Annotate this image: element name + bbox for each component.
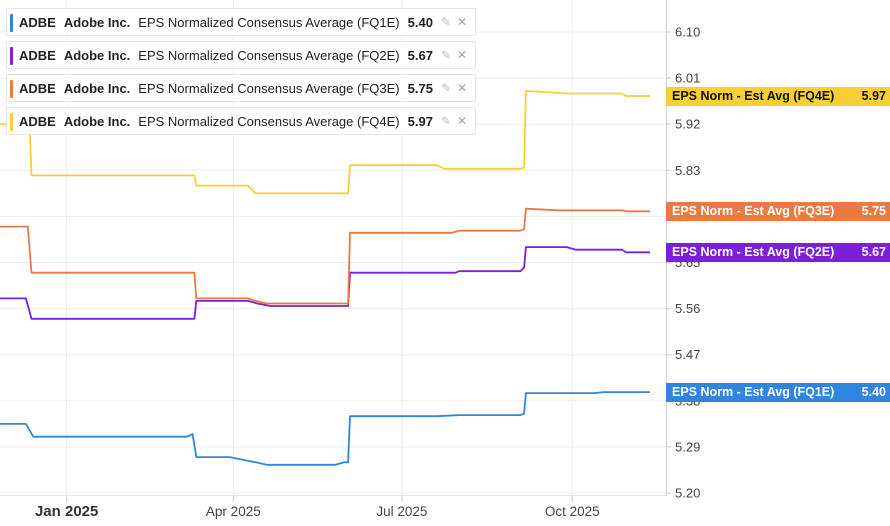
settings-icon[interactable]: ✎	[440, 114, 451, 128]
series-tag-name: EPS Norm - Est Avg (FQ2E)	[672, 244, 835, 259]
legend-ticker: ADBE	[19, 113, 56, 129]
legend-metric: EPS Normalized Consensus Average (FQ2E)	[138, 47, 400, 63]
series-color-swatch	[10, 14, 13, 32]
series-color-swatch	[10, 47, 13, 65]
x-axis-ticks: Jan 2025 Apr 2025 Jul 2025 Oct 2025	[35, 496, 600, 520]
series-tag-value: 5.75	[861, 203, 886, 218]
y-tick-label: 5.56	[675, 301, 700, 316]
settings-icon[interactable]: ✎	[440, 81, 451, 95]
x-tick-label: Oct 2025	[545, 504, 600, 519]
legend: ADBE Adobe Inc. EPS Normalized Consensus…	[6, 8, 477, 140]
legend-metric: EPS Normalized Consensus Average (FQ4E)	[138, 113, 400, 129]
series-color-swatch	[10, 80, 13, 98]
y-tick-label: 5.29	[675, 439, 700, 454]
series-tag-name: EPS Norm - Est Avg (FQ1E)	[672, 384, 835, 399]
close-icon[interactable]: ✕	[457, 48, 468, 62]
series-line	[0, 90, 650, 195]
y-tick-label: 5.47	[675, 347, 700, 362]
settings-icon[interactable]: ✎	[440, 15, 451, 29]
series-line	[0, 207, 650, 305]
legend-value: 5.75	[407, 80, 433, 96]
y-tick-label: 6.01	[675, 71, 700, 86]
legend-company: Adobe Inc.	[63, 80, 131, 96]
y-tick-label: 5.92	[675, 117, 700, 132]
legend-metric: EPS Normalized Consensus Average (FQ3E)	[138, 80, 400, 96]
legend-ticker: ADBE	[19, 80, 56, 96]
y-tick-label: 6.10	[675, 25, 700, 40]
close-icon[interactable]: ✕	[457, 81, 468, 95]
legend-item-fq4e[interactable]: ADBE Adobe Inc. EPS Normalized Consensus…	[6, 107, 477, 135]
series-line	[0, 391, 650, 466]
legend-company: Adobe Inc.	[63, 14, 131, 30]
legend-value: 5.97	[407, 113, 433, 129]
close-icon[interactable]: ✕	[457, 15, 468, 29]
legend-company: Adobe Inc.	[63, 113, 131, 129]
legend-ticker: ADBE	[19, 14, 56, 30]
legend-item-fq3e[interactable]: ADBE Adobe Inc. EPS Normalized Consensus…	[6, 74, 477, 102]
series-value-tag: EPS Norm - Est Avg (FQ3E) 5.75	[666, 201, 890, 221]
series-tag-value: 5.40	[861, 384, 886, 399]
legend-value: 5.40	[407, 14, 433, 30]
series-layer	[0, 90, 650, 466]
legend-item-fq1e[interactable]: ADBE Adobe Inc. EPS Normalized Consensus…	[6, 8, 477, 36]
x-tick-label: Jan 2025	[35, 503, 98, 520]
legend-value: 5.67	[407, 47, 433, 63]
series-value-tag: EPS Norm - Est Avg (FQ1E) 5.40	[666, 382, 890, 402]
series-value-tag: EPS Norm - Est Avg (FQ2E) 5.67	[666, 242, 890, 262]
x-tick-label: Jul 2025	[376, 504, 427, 519]
close-icon[interactable]: ✕	[457, 114, 468, 128]
x-tick-label: Apr 2025	[206, 504, 261, 519]
series-tag-name: EPS Norm - Est Avg (FQ3E)	[672, 203, 835, 218]
settings-icon[interactable]: ✎	[440, 48, 451, 62]
legend-ticker: ADBE	[19, 47, 56, 63]
series-value-tag: EPS Norm - Est Avg (FQ4E) 5.97	[666, 86, 890, 106]
series-tag-value: 5.67	[861, 244, 886, 259]
y-axis-ticks: 6.106.015.925.835.745.655.565.475.385.29…	[666, 25, 700, 501]
legend-metric: EPS Normalized Consensus Average (FQ1E)	[138, 14, 400, 30]
y-tick-label: 5.83	[675, 163, 700, 178]
legend-item-fq2e[interactable]: ADBE Adobe Inc. EPS Normalized Consensus…	[6, 41, 477, 69]
series-tag-name: EPS Norm - Est Avg (FQ4E)	[672, 88, 835, 103]
series-line	[0, 246, 650, 320]
y-tick-label: 5.20	[675, 486, 700, 501]
legend-company: Adobe Inc.	[63, 47, 131, 63]
series-color-swatch	[10, 113, 13, 131]
series-tag-value: 5.97	[861, 88, 886, 103]
